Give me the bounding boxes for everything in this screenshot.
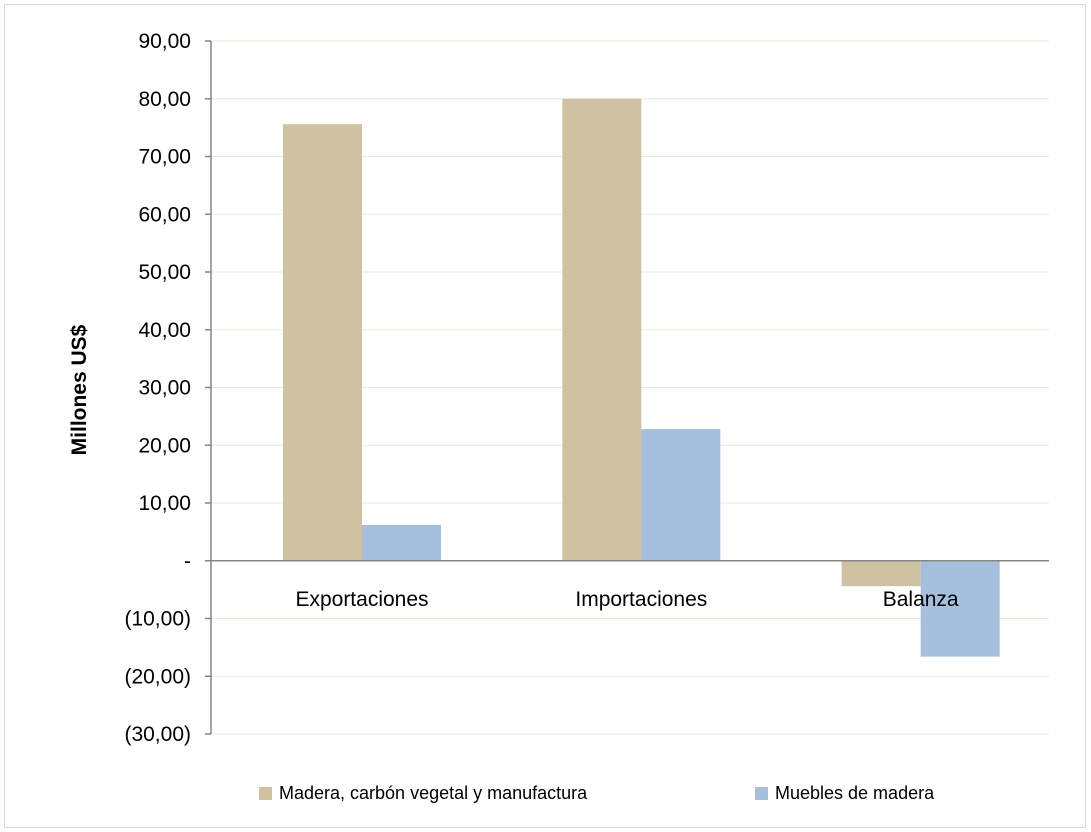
y-tick-label: 40,00	[138, 319, 191, 342]
legend-label-1: Muebles de madera	[775, 783, 935, 803]
legend: Madera, carbón vegetal y manufactura Mueb…	[259, 783, 935, 803]
category-label: Importaciones	[575, 588, 707, 611]
y-tick-label: 20,00	[138, 434, 191, 457]
y-tick-label: 10,00	[138, 492, 191, 515]
bar-1-0	[562, 98, 642, 561]
bar-2-0	[841, 560, 921, 587]
y-tick-label: (20,00)	[124, 665, 191, 688]
y-tick-labels: 90,00 80,00 70,00 60,00 50,00 40,00 30,00 20,00…	[124, 30, 191, 746]
legend-label-0: Madera, carbón vegetal y manufactura	[279, 783, 588, 803]
category-label: Balanza	[883, 588, 959, 611]
bar-2-1	[920, 560, 1000, 657]
y-tick-label: (30,00)	[124, 723, 191, 746]
bar-0-1	[362, 524, 441, 561]
y-tick-label: -	[184, 550, 191, 573]
y-tick-label: (10,00)	[124, 608, 191, 631]
category-label: Exportaciones	[295, 588, 428, 611]
bar-0-0	[283, 124, 362, 561]
bar-chart: 90,00 80,00 70,00 60,00 50,00 40,00 30,00 20,00…	[68, 30, 1049, 803]
bar-1-1	[641, 429, 721, 561]
y-tick-label: 60,00	[138, 203, 191, 226]
y-tick-label: 30,00	[138, 377, 191, 400]
y-tick-label: 80,00	[138, 88, 191, 111]
bars	[283, 98, 1000, 657]
legend-swatch-0	[259, 787, 272, 800]
y-tick-label: 90,00	[138, 30, 191, 53]
axes	[205, 40, 1049, 735]
y-tick-label: 50,00	[138, 261, 191, 284]
y-tick-label: 70,00	[138, 146, 191, 169]
chart-frame: 90,00 80,00 70,00 60,00 50,00 40,00 30,00 20,00…	[4, 4, 1086, 828]
legend-swatch-1	[755, 787, 768, 800]
category-labels: Exportaciones Importaciones Balanza	[295, 588, 958, 611]
y-axis-title: Millones US$	[68, 324, 91, 455]
